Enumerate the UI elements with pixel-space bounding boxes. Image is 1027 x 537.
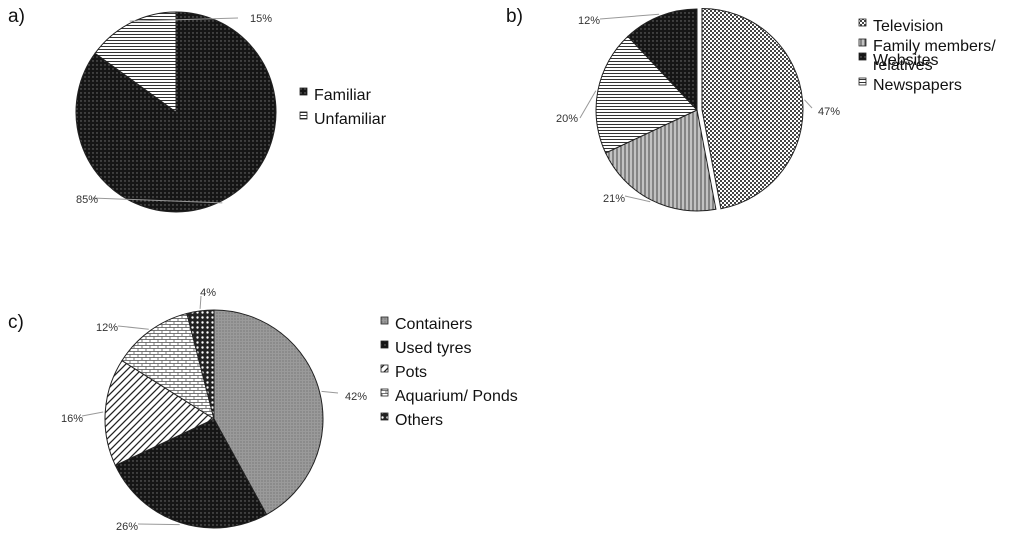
legend-c: Containers Used tyres Pots Aquarium/ Ponds O… <box>380 316 518 429</box>
panel-label-a: a) <box>8 6 25 27</box>
legend-label-a-2: Unfamiliar <box>314 111 387 128</box>
pie-slice-c-3 <box>104 359 216 467</box>
pie-chart-b: b) 47% 21% 20% 12% Television Family members/r… <box>506 6 996 212</box>
legend-swatch-b-4 <box>858 52 867 61</box>
legend-label-c-1: Containers <box>395 316 472 333</box>
data-label-c-5: 4% <box>200 287 216 299</box>
leader-line-c-3 <box>81 411 104 417</box>
leader-line-a-2 <box>129 17 239 22</box>
leader-line-c-4 <box>117 325 149 330</box>
pie-slice-b-4 <box>627 8 698 112</box>
legend-label-b-2-line2: relatives <box>873 57 933 74</box>
pie-slice-b-2 <box>604 109 717 212</box>
leader-line-c-1 <box>321 390 339 394</box>
data-label-a-1: 85% <box>76 194 98 206</box>
legend-label-c-4: Aquarium/ Ponds <box>395 388 518 405</box>
legend-swatch-c-1 <box>380 316 389 325</box>
leader-line-b-4 <box>599 13 660 20</box>
panel-label-c: c) <box>8 312 24 333</box>
legend-a: Familiar Unfamiliar <box>299 87 387 128</box>
data-label-c-4: 12% <box>96 322 118 334</box>
legend-label-b-3: Newspapers <box>873 77 962 94</box>
legend-label-b-2-line1: Family members/ <box>873 38 996 55</box>
legend-swatch-b-1 <box>858 18 867 27</box>
pie-slice-c-4 <box>121 312 215 421</box>
pie-slice-a-2 <box>94 11 177 113</box>
pie-slice-c-2 <box>114 418 268 529</box>
legend-label-a-1: Familiar <box>314 87 372 104</box>
legend-swatch-c-2 <box>380 340 389 349</box>
legend-label-b-1: Television <box>873 18 943 35</box>
legend-swatch-c-3 <box>380 364 389 373</box>
pie-chart-a: a) 85% 15% Familiar Unfamiliar <box>8 6 387 213</box>
leader-line-c-2 <box>137 523 180 526</box>
legend-label-c-2: Used tyres <box>395 340 471 357</box>
data-label-c-2: 26% <box>116 521 138 532</box>
leader-line-a-1 <box>91 197 223 204</box>
legend-swatch-c-4 <box>380 388 389 397</box>
data-label-b-1: 47% <box>818 106 840 118</box>
legend-swatch-c-5 <box>380 412 389 421</box>
leader-line-b-1 <box>804 99 813 109</box>
pie-slice-c-1 <box>213 309 324 516</box>
leader-line-b-3 <box>579 90 597 119</box>
panel-label-b: b) <box>506 6 523 27</box>
data-label-c-3: 16% <box>61 413 83 425</box>
pie-slice-b-1 <box>701 8 804 210</box>
data-label-b-2: 21% <box>603 193 625 205</box>
legend-label-c-5: Others <box>395 412 443 429</box>
legend-label-c-3: Pots <box>395 364 427 381</box>
legend-swatch-b-2 <box>858 38 867 47</box>
leader-line-c-5 <box>199 295 202 309</box>
data-label-b-4: 12% <box>578 15 600 27</box>
legend-swatch-a-1 <box>299 87 308 96</box>
pie-slice-c-5 <box>186 309 215 420</box>
pie-slice-b-3 <box>595 35 698 154</box>
legend-swatch-a-2 <box>299 111 308 120</box>
legend-label-b-4: Websites <box>873 52 939 69</box>
pie-chart-c: c) 42% 26% 16% 12% 4% Containers Used tyres Pots… <box>8 287 518 533</box>
legend-b: Television Family members/relatives Newspa… <box>858 18 996 94</box>
data-label-b-3: 20% <box>556 113 578 125</box>
data-label-c-1: 42% <box>345 391 367 403</box>
leader-line-b-2 <box>624 195 651 203</box>
data-label-a-2: 15% <box>250 13 272 25</box>
legend-swatch-b-3 <box>858 77 867 86</box>
